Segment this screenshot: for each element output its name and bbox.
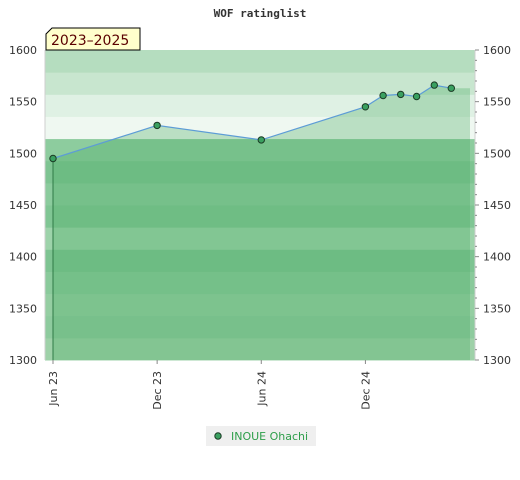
band — [45, 337, 475, 361]
band — [45, 94, 475, 117]
series-area — [53, 85, 470, 360]
legend: INOUE Ohachi — [206, 426, 316, 446]
y-tick-label-right: 1350 — [483, 302, 511, 315]
y-tick-label-left: 1300 — [9, 354, 37, 367]
band — [45, 271, 475, 295]
data-point — [379, 91, 387, 100]
y-tick-label-right: 1600 — [483, 44, 511, 57]
data-point — [397, 90, 405, 99]
band — [45, 160, 475, 184]
legend-box — [206, 426, 316, 446]
y-tick-label-right: 1400 — [483, 251, 511, 264]
band — [45, 205, 475, 228]
band — [45, 138, 475, 162]
y-tick-label-left: 1400 — [9, 251, 37, 264]
data-points — [49, 81, 455, 163]
legend-marker — [214, 432, 222, 440]
data-point — [430, 81, 438, 89]
y-axis-right: 1300 1350 1400 1450 1500 1550 1600 — [474, 44, 511, 367]
y-tick-label-left: 1450 — [9, 199, 37, 212]
data-point — [49, 154, 57, 163]
x-tick-label: Jun 24 — [255, 371, 268, 407]
band — [45, 116, 475, 140]
y-tick-label-left: 1550 — [9, 96, 37, 109]
band — [45, 249, 475, 272]
band — [45, 50, 475, 73]
band — [45, 72, 475, 95]
y-tick-label-right: 1300 — [483, 354, 511, 367]
band — [45, 293, 475, 317]
period-label-box: 2023–2025 — [45, 27, 141, 51]
y-tick-label-left: 1600 — [9, 44, 37, 57]
data-point — [361, 103, 370, 111]
data-point — [257, 136, 265, 144]
x-tick-label: Dec 23 — [151, 371, 164, 410]
area-fill — [52, 85, 470, 360]
y-tick-label-right: 1500 — [483, 147, 511, 160]
x-axis: Jun 23 Dec 23 Jun 24 Dec 24 — [47, 360, 372, 410]
y-tick-label-left: 1500 — [9, 147, 37, 160]
chart-title: WOF ratinglist — [214, 7, 307, 20]
band — [45, 182, 475, 206]
band — [45, 227, 475, 250]
data-point — [412, 92, 421, 101]
y-tick-label-right: 1550 — [483, 96, 511, 109]
x-tick-label: Jun 23 — [47, 371, 60, 407]
y-tick-label-left: 1350 — [9, 302, 37, 315]
period-label: 2023–2025 — [51, 33, 129, 49]
y-axis-left: 1300 1350 1400 1450 1500 1550 1600 — [9, 44, 46, 367]
data-point — [153, 121, 161, 130]
band — [45, 315, 475, 339]
legend-entry: INOUE Ohachi — [231, 430, 308, 443]
y-tick-label-right: 1450 — [483, 199, 511, 212]
x-tick-label: Dec 24 — [359, 371, 372, 410]
data-point — [447, 84, 455, 92]
background-bands — [45, 50, 475, 361]
